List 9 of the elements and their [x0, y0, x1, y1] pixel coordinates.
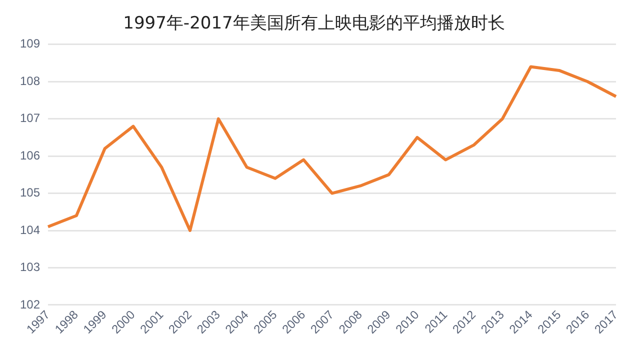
- chart-title: 1997年-2017年美国所有上映电影的平均播放时长: [123, 14, 505, 34]
- y-tick-label: 107: [20, 111, 40, 126]
- y-tick-label: 103: [20, 260, 40, 274]
- y-tick-label: 108: [20, 74, 40, 88]
- y-tick-label: 102: [20, 297, 40, 312]
- y-tick-label: 104: [20, 222, 40, 237]
- y-tick-label: 105: [20, 186, 40, 200]
- y-tick-label: 106: [20, 148, 40, 162]
- y-tick-label: 109: [20, 36, 40, 51]
